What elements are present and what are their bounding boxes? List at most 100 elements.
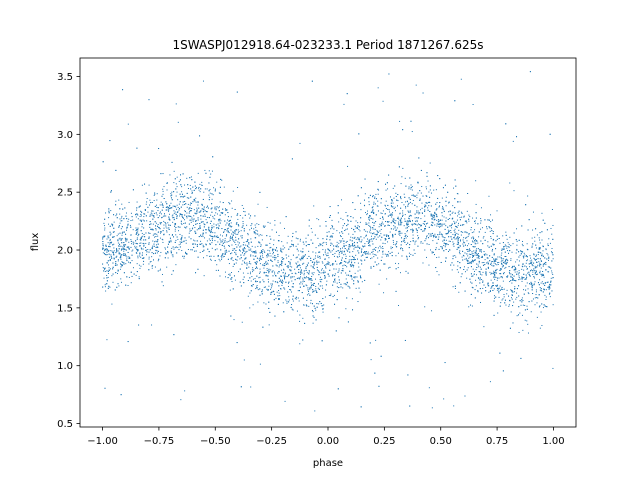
data-point: [370, 215, 372, 217]
data-point: [532, 211, 534, 213]
data-point: [137, 257, 139, 259]
data-point: [203, 206, 205, 208]
data-point: [524, 304, 526, 306]
data-point: [509, 327, 511, 329]
data-point: [214, 232, 216, 234]
data-point: [373, 201, 375, 203]
data-point: [269, 247, 271, 249]
data-point: [474, 289, 476, 291]
data-point: [161, 209, 163, 211]
data-point: [523, 277, 525, 279]
data-point: [140, 215, 142, 217]
data-point: [259, 257, 261, 259]
data-point: [510, 290, 512, 292]
data-point: [384, 253, 386, 255]
data-point: [493, 262, 495, 264]
data-point: [546, 306, 548, 308]
data-point: [397, 252, 399, 254]
data-point: [284, 227, 285, 229]
data-point: [295, 257, 297, 259]
data-point: [138, 233, 140, 235]
data-point: [205, 229, 207, 231]
data-point: [162, 190, 164, 192]
data-point: [227, 230, 229, 232]
data-point: [282, 261, 284, 263]
data-point: [313, 290, 315, 292]
data-point: [132, 241, 134, 243]
data-point: [439, 178, 441, 180]
data-point: [322, 305, 324, 307]
data-point: [299, 283, 301, 285]
data-point: [181, 237, 183, 239]
data-point: [121, 261, 123, 263]
data-point: [196, 209, 198, 211]
data-point: [171, 254, 173, 256]
data-point: [467, 267, 469, 269]
data-point: [188, 197, 190, 199]
data-point: [338, 221, 340, 223]
data-point: [113, 236, 115, 238]
data-point: [326, 280, 328, 282]
data-point: [125, 240, 127, 242]
data-point: [128, 201, 130, 203]
data-point: [343, 254, 345, 256]
data-point: [195, 201, 197, 203]
data-point: [105, 283, 107, 285]
data-point: [232, 231, 234, 233]
data-point: [417, 235, 419, 237]
data-point: [395, 243, 397, 245]
data-point: [510, 259, 512, 261]
data-point: [550, 277, 552, 279]
data-point: [246, 250, 248, 252]
data-point: [477, 223, 479, 225]
data-point: [278, 235, 280, 237]
data-point: [279, 222, 281, 224]
data-point: [180, 174, 182, 176]
data-point: [212, 227, 213, 229]
data-point: [327, 248, 329, 250]
data-point: [145, 242, 147, 244]
data-point: [487, 261, 489, 263]
data-point: [421, 186, 423, 188]
data-point: [155, 229, 157, 231]
data-point: [413, 195, 415, 197]
data-point: [277, 303, 279, 305]
data-point: [308, 279, 310, 281]
data-point: [343, 240, 345, 242]
data-point: [471, 237, 473, 239]
data-point: [424, 204, 426, 206]
data-point: [358, 237, 360, 239]
data-point: [211, 170, 213, 172]
data-point: [445, 205, 447, 207]
data-point: [108, 285, 110, 287]
data-point: [549, 242, 551, 244]
data-point: [424, 306, 426, 308]
data-point: [515, 268, 517, 270]
data-point: [499, 352, 501, 354]
data-point: [498, 290, 500, 292]
data-point: [286, 300, 288, 302]
data-point: [534, 240, 536, 242]
data-point: [262, 257, 264, 259]
data-point: [125, 249, 127, 251]
data-point: [344, 229, 346, 231]
data-point: [480, 218, 482, 220]
data-point: [499, 273, 501, 275]
data-point: [174, 228, 176, 230]
data-point: [486, 254, 488, 256]
data-point: [251, 223, 253, 225]
data-point: [501, 263, 503, 265]
data-point: [322, 242, 324, 244]
data-point: [221, 241, 223, 243]
data-point: [320, 272, 322, 274]
data-point: [411, 224, 413, 226]
data-point: [481, 274, 483, 276]
data-point: [407, 203, 409, 205]
data-point: [298, 269, 300, 271]
data-point: [475, 269, 477, 271]
data-point: [328, 263, 330, 265]
data-point: [252, 255, 254, 257]
data-point: [346, 228, 348, 230]
data-point: [249, 307, 251, 309]
data-point: [275, 297, 277, 299]
